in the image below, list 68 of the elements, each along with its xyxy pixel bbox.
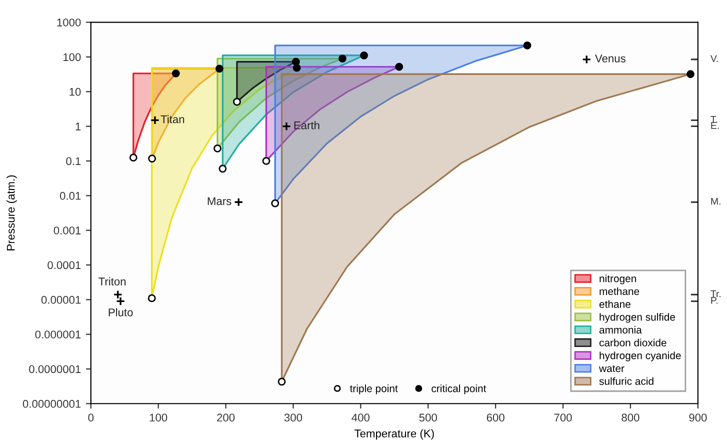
x-tick-label: 700 <box>554 414 572 422</box>
x-tick-label: 300 <box>284 414 302 422</box>
point <box>215 64 224 73</box>
point <box>292 58 300 66</box>
y-tick-label: 0.01 <box>60 192 81 200</box>
x-axis-title: Temperature (K) <box>354 429 434 440</box>
point <box>113 290 122 300</box>
x-tick-label: 800 <box>622 414 640 422</box>
y-tick-label: 0.00001 <box>41 296 81 304</box>
point <box>148 154 156 163</box>
point <box>148 294 156 302</box>
point <box>129 154 138 162</box>
point <box>523 41 532 50</box>
y-tick-label: 0.00000001 <box>22 400 81 408</box>
legend-label: sulfuric acid <box>599 377 654 385</box>
point <box>150 116 160 125</box>
y-tick-label: 1 <box>76 122 81 130</box>
x-tick-label: 900 <box>689 414 707 422</box>
annotation: Mars <box>208 197 232 206</box>
y-tick-label: 0.1 <box>66 157 81 166</box>
annotation: Triton <box>98 277 126 286</box>
text: V. <box>710 55 718 62</box>
point <box>282 122 292 131</box>
y-tick-label: 0.0001 <box>48 261 81 270</box>
y-tick-label: 1000 <box>57 18 81 26</box>
point <box>278 378 286 386</box>
y-tick-label: 0.0000001 <box>29 365 81 374</box>
legend-label: ethane <box>599 300 630 308</box>
point <box>218 164 227 173</box>
x-tick-label: 400 <box>352 414 370 422</box>
legend-label: hydrogen sulfide <box>600 313 676 323</box>
text: Tr. <box>710 290 721 298</box>
legend-label: nitrogen <box>600 274 636 284</box>
legend-label: triple point <box>350 384 398 394</box>
y-tick-label: 0.001 <box>54 226 81 234</box>
point <box>582 54 592 64</box>
text: P. <box>711 297 718 304</box>
legend-label: critical point <box>432 384 486 394</box>
y-axis-title: Pressure (atm.) <box>6 175 17 250</box>
point <box>686 70 694 78</box>
x-tick-label: 200 <box>217 414 235 422</box>
point <box>116 296 126 306</box>
x-tick-label: 0 <box>88 414 94 422</box>
point <box>338 54 346 63</box>
x-tick-label: 100 <box>150 414 168 422</box>
point <box>214 144 222 152</box>
x-tick-label: 600 <box>486 414 504 422</box>
legend-label: ammonia <box>599 326 642 334</box>
point <box>233 98 241 106</box>
text: E. <box>711 122 719 129</box>
text: T. <box>710 116 718 123</box>
text: M. <box>711 198 720 205</box>
point <box>395 62 404 71</box>
annotation: Venus <box>595 54 626 62</box>
annotation: Pluto <box>108 308 133 316</box>
point <box>271 199 280 208</box>
point <box>360 51 368 60</box>
legend-label: water <box>599 365 624 372</box>
y-tick-label: 0.000001 <box>35 330 81 338</box>
legend-label: hydrogen cyanide <box>600 352 681 362</box>
legend-label: methane <box>600 287 640 296</box>
legend-label: carbon dioxide <box>599 338 666 346</box>
point <box>262 157 270 165</box>
point <box>234 197 244 207</box>
y-tick-label: 10 <box>70 88 81 96</box>
point <box>172 69 180 78</box>
y-tick-label: 100 <box>63 53 81 62</box>
x-tick-label: 500 <box>419 414 437 422</box>
